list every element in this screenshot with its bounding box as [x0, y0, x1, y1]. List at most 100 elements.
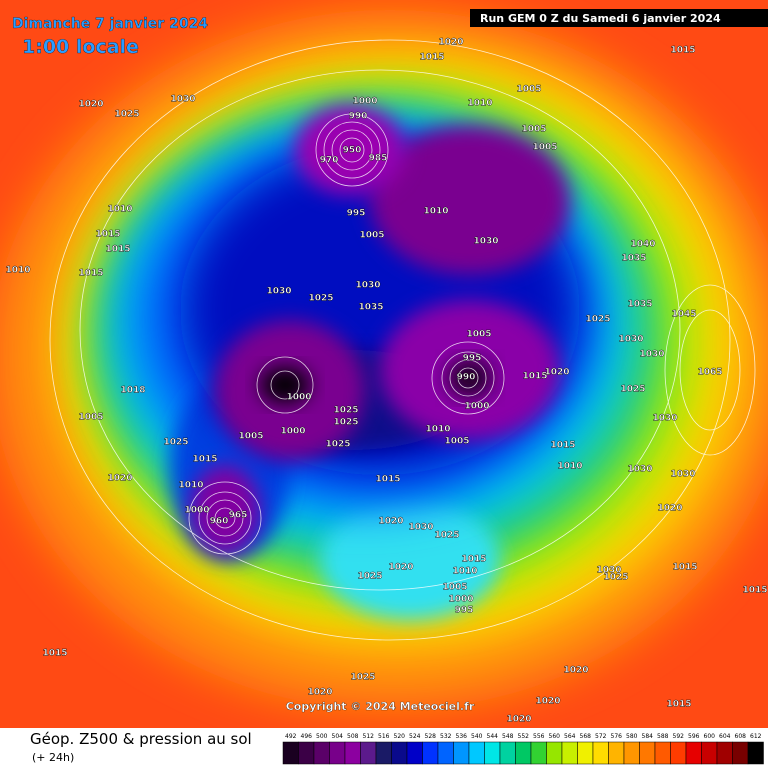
pressure-label: 985: [369, 154, 388, 164]
pressure-label: 990: [457, 373, 476, 383]
pressure-label: 1015: [672, 563, 697, 573]
pressure-label: 1035: [621, 254, 646, 264]
pressure-label: 1000: [352, 97, 377, 107]
pressure-label: 1020: [378, 517, 403, 527]
pressure-label: 1010: [557, 462, 582, 472]
legend-label: 548: [502, 733, 514, 740]
legend-swatch: [577, 741, 594, 765]
pressure-label: 1030: [618, 335, 643, 345]
footer-lead: (+ 24h): [32, 751, 74, 764]
legend-label: 596: [688, 733, 700, 740]
pressure-label: 1015: [42, 649, 67, 659]
legend-swatch: [561, 741, 578, 765]
pressure-label: 1005: [444, 437, 469, 447]
pressure-label: 1000: [448, 595, 473, 605]
pressure-label: 1030: [652, 414, 677, 424]
legend-label: 544: [487, 733, 499, 740]
legend-label: 532: [440, 733, 452, 740]
legend-label: 500: [316, 733, 328, 740]
pressure-label: 1010: [178, 481, 203, 491]
pressure-label: 1025: [603, 573, 628, 583]
pressure-label: 1015: [375, 475, 400, 485]
forecast-date: Dimanche 7 janvier 2024: [12, 16, 208, 32]
pressure-label: 1030: [596, 566, 621, 576]
pressure-label: 1020: [307, 688, 332, 698]
legend-label: 580: [626, 733, 638, 740]
pressure-label: 1030: [408, 523, 433, 533]
legend-label: 592: [673, 733, 685, 740]
legend-swatch: [422, 741, 439, 765]
pressure-label: 1015: [78, 269, 103, 279]
legend-label: 572: [595, 733, 607, 740]
pressure-label: 1025: [333, 418, 358, 428]
pressure-label: 1030: [473, 237, 498, 247]
pressure-label: 1025: [350, 673, 375, 683]
legend-swatch: [670, 741, 687, 765]
legend-swatch: [685, 741, 702, 765]
pressure-label: 995: [347, 209, 366, 219]
pressure-label: 1020: [438, 38, 463, 48]
pressure-label: 1015: [95, 230, 120, 240]
pressure-label: 1018: [120, 386, 145, 396]
legend-label: 576: [611, 733, 623, 740]
isobars: [49, 39, 756, 641]
weather-map: Run GEM 0 Z du Samedi 6 janvier 2024 Dim…: [0, 0, 768, 728]
pressure-label: 1005: [521, 125, 546, 135]
legend-swatch: [747, 741, 764, 765]
pressure-label: 1005: [466, 330, 491, 340]
legend-swatch: [654, 741, 671, 765]
legend-label: 540: [471, 733, 483, 740]
pressure-label: 1010: [452, 567, 477, 577]
pressure-label: 1035: [358, 303, 383, 313]
legend-swatch: [499, 741, 516, 765]
pressure-label: 1025: [357, 572, 382, 582]
legend-swatch: [592, 741, 609, 765]
pressure-label: 1045: [671, 310, 696, 320]
pressure-label: 950: [343, 146, 362, 156]
run-info: Run GEM 0 Z du Samedi 6 janvier 2024: [480, 12, 721, 25]
footer-title: Géop. Z500 & pression au sol: [30, 730, 252, 748]
pressure-label: 1040: [630, 240, 655, 250]
legend-swatch: [468, 741, 485, 765]
pressure-label: 1015: [105, 245, 130, 255]
pressure-label: 1035: [627, 300, 652, 310]
pressure-label: 1020: [388, 563, 413, 573]
legend-swatch: [716, 741, 733, 765]
legend-label: 504: [332, 733, 344, 740]
legend-label: 492: [285, 733, 297, 740]
pressure-label: 965: [229, 511, 248, 521]
pressure-label: 1020: [506, 715, 531, 725]
pressure-label: 1025: [434, 531, 459, 541]
pressure-label: 1010: [467, 99, 492, 109]
legend-label: 552: [518, 733, 530, 740]
legend-swatch: [623, 741, 640, 765]
pressure-label: 1025: [333, 406, 358, 416]
pressure-label: 1010: [425, 425, 450, 435]
legend-label: 604: [719, 733, 731, 740]
pressure-label: 1015: [192, 455, 217, 465]
pressure-label: 1025: [585, 315, 610, 325]
pressure-label: 1005: [238, 432, 263, 442]
pressure-label: 1015: [461, 555, 486, 565]
legend-swatch: [453, 741, 470, 765]
pressure-label: 1010: [107, 205, 132, 215]
legend-label: 600: [704, 733, 716, 740]
pressure-label: 1015: [522, 372, 547, 382]
pressure-label: 1065: [697, 368, 722, 378]
pressure-label: 1000: [286, 393, 311, 403]
run-box: [470, 9, 768, 27]
pressure-label: 1005: [78, 413, 103, 423]
legend-swatch: [375, 741, 392, 765]
pressure-label: 1000: [280, 427, 305, 437]
legend-swatch: [437, 741, 454, 765]
legend-swatch: [313, 741, 330, 765]
pressure-label: 1020: [78, 100, 103, 110]
pressure-label: 1015: [666, 700, 691, 710]
forecast-time: 1:00 locale: [22, 36, 139, 58]
pressure-label: 1030: [639, 350, 664, 360]
legend-label: 512: [363, 733, 375, 740]
pressure-label: 1015: [742, 586, 767, 596]
pressure-label: 1025: [308, 294, 333, 304]
pressure-label: 1030: [266, 287, 291, 297]
